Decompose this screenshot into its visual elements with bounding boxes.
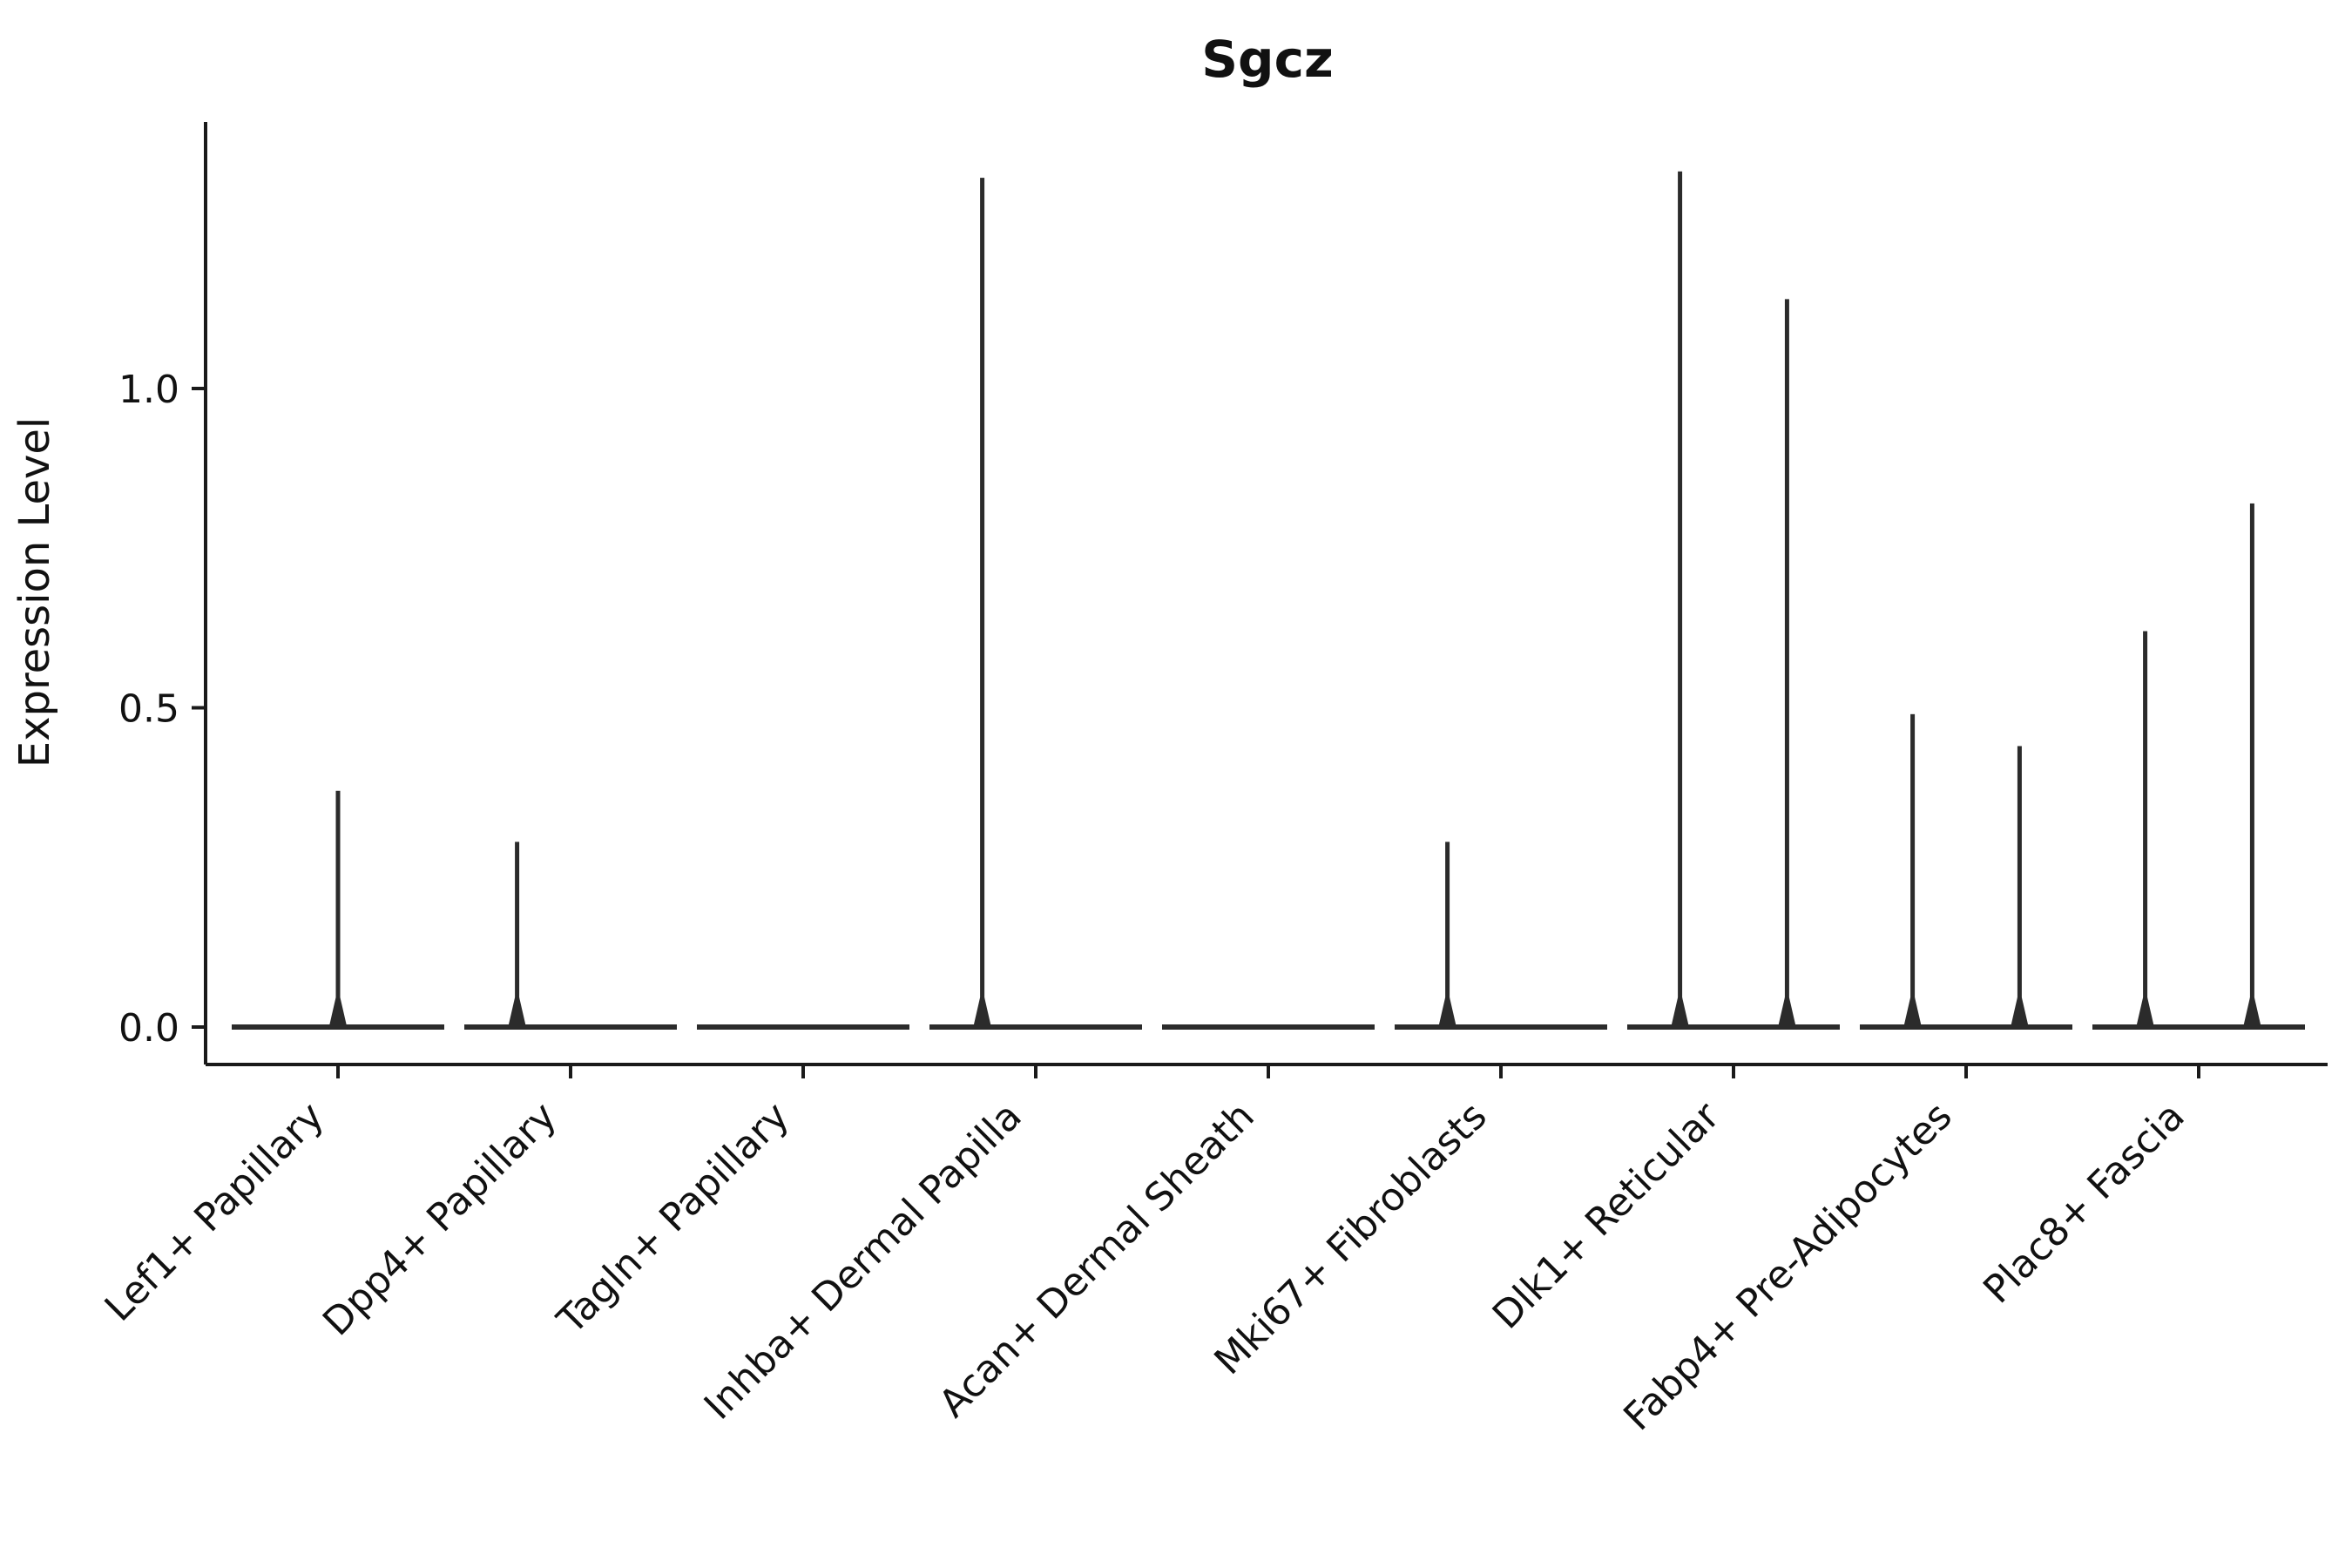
violin-base <box>929 1024 1142 1030</box>
violin-base <box>1860 1024 2072 1030</box>
x-tick-label: Plac8+ Fascia <box>1975 1094 2193 1313</box>
violin-spike-base <box>328 997 348 1030</box>
violin-spike <box>335 790 341 1029</box>
violin-base <box>1395 1024 1607 1030</box>
x-tick-label: Tagln+ Papillary <box>549 1094 798 1343</box>
violin-spike-base <box>1777 997 1797 1030</box>
violin-spike-base <box>1670 997 1690 1030</box>
violin-spike <box>2017 746 2022 1029</box>
violin-spike <box>1910 713 1916 1029</box>
x-tick-label: Dpp4+ Papillary <box>314 1094 565 1345</box>
violin-spike <box>1678 171 1683 1029</box>
chart-title: Sgcz <box>1201 30 1333 89</box>
violin-spike-base <box>2135 997 2155 1030</box>
violin-spike <box>2249 503 2254 1029</box>
y-tick-label: 0.0 <box>118 1006 179 1051</box>
violin-spike-base <box>972 997 992 1030</box>
violin-base <box>1162 1024 1375 1030</box>
violin-spike-base <box>2010 997 2030 1030</box>
x-tick-label: Dlk1+ Reticular <box>1484 1093 1729 1338</box>
violin-base <box>2092 1024 2305 1030</box>
x-tick-label: Lef1+ Papillary <box>97 1094 333 1330</box>
violin-base <box>464 1024 677 1030</box>
violin-spike <box>1445 841 1450 1029</box>
violin-spike <box>515 841 520 1029</box>
violin-spike-base <box>2242 997 2262 1030</box>
violin-base <box>697 1024 909 1030</box>
violin-spike <box>2143 631 2148 1029</box>
violin-spike <box>1784 299 1789 1029</box>
violin-spike-base <box>507 997 527 1030</box>
y-axis-label: Expression Level <box>10 417 59 768</box>
violin-spike-base <box>1903 997 1923 1030</box>
y-tick-label: 0.5 <box>118 687 179 732</box>
violin-spike <box>980 178 985 1030</box>
y-tick-label: 1.0 <box>118 368 179 412</box>
violin-base <box>1627 1024 1840 1030</box>
violin-spike-base <box>1437 997 1457 1030</box>
